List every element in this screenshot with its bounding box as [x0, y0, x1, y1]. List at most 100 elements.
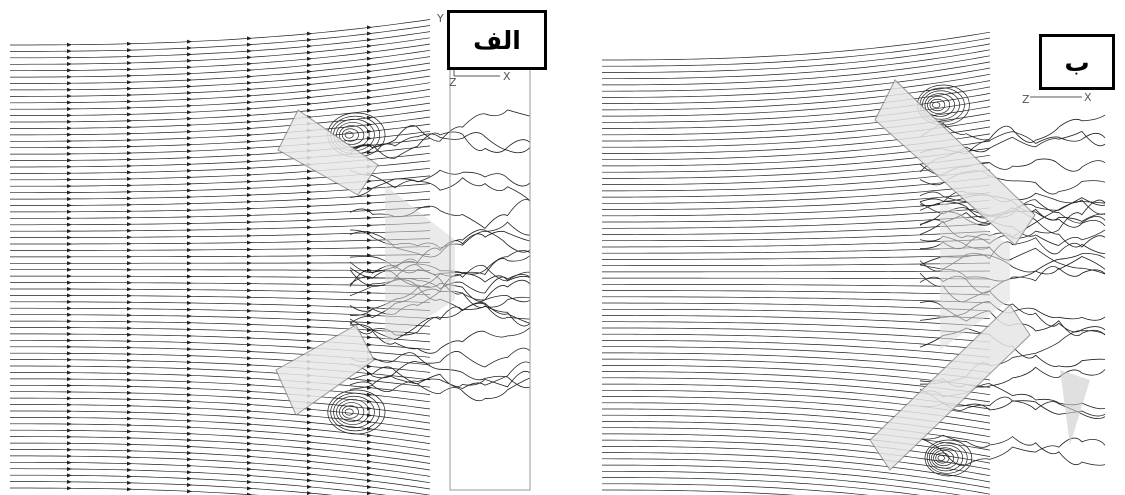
streamline [10, 301, 431, 311]
flow-arrow [67, 351, 72, 356]
flow-arrow [127, 125, 132, 130]
flow-arrow [187, 386, 192, 391]
flow-arrow [127, 339, 132, 344]
flow-arrow [247, 119, 252, 124]
flow-arrow [247, 295, 252, 300]
flow-arrow [247, 80, 252, 85]
flow-arrow [307, 472, 312, 477]
flow-arrow [187, 307, 192, 312]
streamlines-a [10, 19, 431, 495]
streamline [10, 320, 431, 335]
obstacle-b [869, 79, 1090, 471]
vortex-loop [933, 449, 954, 467]
flow-arrow [187, 97, 192, 102]
flow-arrow [67, 216, 72, 221]
flow-arrow [67, 274, 72, 279]
streamline [602, 470, 962, 495]
streamline [602, 296, 991, 304]
flow-arrow [247, 402, 252, 407]
flow-arrow [307, 190, 312, 195]
upper-blade-a [277, 109, 379, 196]
flow-arrow [187, 58, 192, 63]
flow-arrow [187, 136, 192, 141]
flow-arrow [127, 332, 132, 337]
streamline [10, 404, 431, 431]
streamline [10, 230, 431, 238]
streamline [10, 410, 431, 438]
streamline [602, 49, 991, 80]
flow-arrow [367, 378, 372, 383]
flow-arrow [307, 218, 312, 223]
flow-arrow [187, 418, 192, 423]
flow-arrow [67, 460, 72, 465]
flow-arrow [127, 390, 132, 395]
flow-arrow [187, 347, 192, 352]
flow-arrow [307, 169, 312, 174]
flow-arrow [247, 139, 252, 144]
central-body-b [940, 200, 1010, 350]
axis-triad-b: X Z [1022, 91, 1092, 106]
vortex-loop [924, 439, 973, 477]
streamline [10, 391, 431, 417]
flow-arrow [187, 175, 192, 180]
flow-arrow [187, 162, 192, 167]
flow-arrow [367, 82, 372, 87]
flow-arrow [187, 438, 192, 443]
streamline [602, 315, 991, 327]
flow-arrow [187, 90, 192, 95]
flow-arrow [367, 453, 372, 458]
flow-arrow [127, 300, 132, 305]
flow-arrow [307, 239, 312, 244]
streamline [602, 199, 991, 217]
axis-y-label-a: Y [436, 12, 444, 25]
flow-arrow [127, 442, 132, 447]
streamline [602, 230, 991, 242]
flow-arrow [247, 281, 252, 286]
flow-arrow [67, 357, 72, 362]
flow-arrow [67, 55, 72, 60]
flow-arrow [127, 306, 132, 311]
flow-arrow [187, 333, 192, 338]
streamline [602, 184, 991, 204]
streamline [10, 190, 431, 206]
flow-arrow [127, 480, 132, 485]
vortex-loop [338, 125, 365, 145]
flow-arrow [307, 420, 312, 425]
flow-arrow [307, 427, 312, 432]
flow-arrow [67, 254, 72, 259]
flow-arrow [127, 215, 132, 220]
flow-arrow [247, 441, 252, 446]
lower-blade-a [275, 324, 375, 416]
flow-arrow [247, 166, 252, 171]
flow-arrow [67, 261, 72, 266]
flow-arrow [247, 479, 252, 484]
flow-arrow [247, 349, 252, 354]
flow-arrow [247, 448, 252, 453]
flow-arrow [127, 86, 132, 91]
streamline [10, 254, 431, 258]
flow-arrow [187, 168, 192, 173]
flow-arrow [247, 206, 252, 211]
flow-arrow [67, 229, 72, 234]
streamline [10, 19, 431, 46]
flow-arrow [127, 274, 132, 279]
flow-arrow [247, 492, 252, 495]
flow-arrow [247, 382, 252, 387]
flow-arrow [367, 283, 372, 288]
flow-arrow [367, 43, 372, 48]
wake-streamline [349, 370, 531, 388]
streamline [10, 372, 431, 395]
flow-arrow [67, 479, 72, 484]
flow-arrow [127, 202, 132, 207]
streamline [602, 346, 991, 366]
wake-streamline [349, 109, 531, 154]
flow-arrow [307, 317, 312, 322]
flow-arrow [307, 50, 312, 55]
flow-arrow [127, 170, 132, 175]
wake-streamline [349, 347, 531, 379]
flow-arrow [67, 454, 72, 459]
flow-arrow [127, 377, 132, 382]
flow-arrow [307, 268, 312, 273]
flow-arrow [67, 428, 72, 433]
panel-label-b: ب [1039, 34, 1115, 90]
